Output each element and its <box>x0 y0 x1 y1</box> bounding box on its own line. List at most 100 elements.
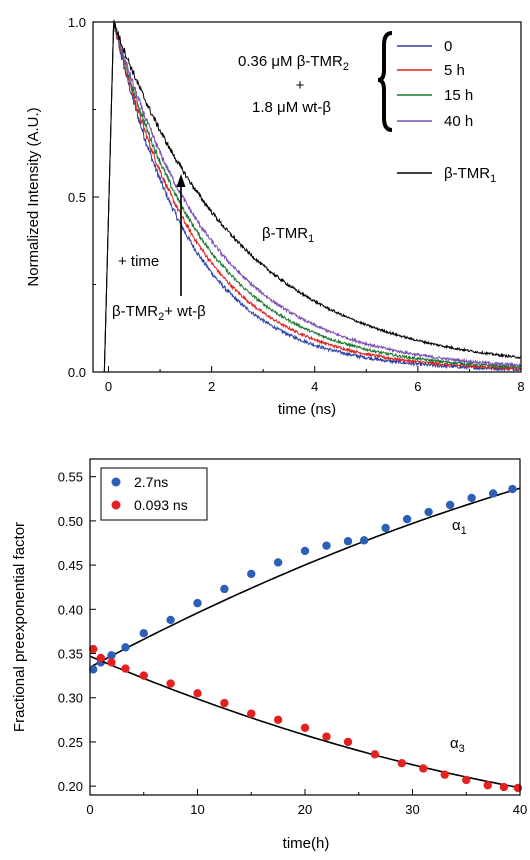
data-point-0 <box>121 643 130 652</box>
data-point-1 <box>247 709 256 718</box>
alpha1-label: α1 <box>452 517 467 537</box>
decay-y-axis-title: Normalized Intensity (A.U.) <box>25 107 42 286</box>
decay-x-tick-label: 2 <box>208 379 215 394</box>
data-point-1 <box>513 783 523 793</box>
alpha3-label: α3 <box>450 735 465 755</box>
preexponential-x-tick-label: 40 <box>513 802 527 817</box>
data-point-0 <box>467 493 476 503</box>
legend-label-0.093ns: 0.093 ns <box>134 497 188 513</box>
legend-marker-2.7ns <box>111 477 121 487</box>
data-point-0 <box>424 507 433 517</box>
decay-series-line-2 <box>93 19 522 373</box>
legend-label-1: 5 h <box>444 62 465 79</box>
preexponential-x-tick-label: 30 <box>405 802 419 817</box>
preexponential-y-tick-label: 0.35 <box>58 647 83 662</box>
decay-series-line-3 <box>93 21 522 373</box>
data-point-0 <box>445 500 455 510</box>
data-point-0 <box>247 569 256 579</box>
preexponential-chart: 0 10 20 30 40 0.20 0.25 0.30 0.35 0.40 0.45 0.50 0.5… <box>11 458 528 852</box>
data-point-0 <box>402 514 412 524</box>
data-point-0 <box>322 541 331 550</box>
data-point-1 <box>121 664 130 673</box>
legend-label-2.7ns: 2.7ns <box>134 474 168 490</box>
preexponential-y-tick-label: 0.45 <box>58 558 83 573</box>
decay-x-tick-label: 4 <box>311 379 318 394</box>
decay-x-tick-label: 8 <box>517 379 524 394</box>
data-point-1 <box>89 644 98 654</box>
preexponential-plot-area <box>89 484 523 793</box>
data-point-1 <box>370 750 380 759</box>
data-point-0 <box>166 615 175 625</box>
decay-y-tick-label: 0.5 <box>68 190 86 205</box>
data-point-0 <box>107 651 116 660</box>
data-point-1 <box>193 689 202 698</box>
data-point-1 <box>440 770 449 779</box>
data-point-0 <box>300 546 310 556</box>
tmr1-curve-label: β-TMR1 <box>262 225 314 245</box>
legend-label-3: 40 h <box>444 113 473 130</box>
data-point-1 <box>462 775 471 785</box>
data-point-1 <box>343 737 353 747</box>
legend-label-0: 0 <box>444 38 452 55</box>
data-point-0 <box>343 537 353 546</box>
svg-text:+: + <box>296 77 305 94</box>
decay-y-tick-label: 1.0 <box>68 15 86 30</box>
fit-curve-0 <box>89 487 521 668</box>
data-point-1 <box>139 671 148 680</box>
data-point-1 <box>499 782 509 792</box>
fit-curve-1 <box>89 655 521 789</box>
legend-brace <box>377 31 393 132</box>
data-point-0 <box>488 489 498 498</box>
data-point-0 <box>220 584 229 594</box>
preexponential-x-tick-label: 0 <box>86 802 93 817</box>
data-point-0 <box>381 523 390 533</box>
data-point-1 <box>273 715 283 725</box>
data-point-1 <box>96 653 105 663</box>
decay-x-tick-label: 6 <box>414 379 421 394</box>
preexponential-y-tick-label: 0.20 <box>58 779 83 794</box>
data-point-0 <box>508 484 517 494</box>
legend-marker-0.093ns <box>111 500 121 510</box>
decay-y-tick-label: 0.0 <box>68 365 86 380</box>
preexponential-y-tick-label: 0.50 <box>58 514 83 529</box>
preexponential-y-tick-label: 0.25 <box>58 735 83 750</box>
decay-series-line-4 <box>93 22 522 373</box>
preexponential-axis-ticks: 0 10 20 30 40 0.20 0.25 0.30 0.35 0.40 0.45 0.50 0.5… <box>58 470 528 817</box>
svg-text:0.36 μM β-TMR2: 0.36 μM β-TMR2 <box>238 53 349 73</box>
legend-label-2: 15 h <box>444 87 473 104</box>
data-point-1 <box>220 698 229 708</box>
preexponential-y-tick-label: 0.30 <box>58 691 83 706</box>
legend-label-4: β-TMR1 <box>444 165 496 185</box>
preexponential-x-tick-label: 20 <box>298 802 312 817</box>
decay-x-tick-label: 0 <box>105 379 112 394</box>
decay-series-line-0 <box>93 20 522 373</box>
data-point-0 <box>193 598 202 608</box>
mixture-label: β-TMR2+ wt-β <box>112 303 206 323</box>
decay-axis-ticks: 0 2 4 6 8 0.0 0.5 1.0 <box>68 15 525 394</box>
legend-box <box>100 467 208 521</box>
preexponential-y-axis-title: Fractional preexponential factor <box>11 522 28 732</box>
data-point-1 <box>419 764 428 773</box>
time-arrow <box>176 174 186 296</box>
time-label: + time <box>118 253 159 270</box>
preexponential-x-axis-title: time(h) <box>283 835 330 852</box>
decay-series-line-1 <box>93 20 522 373</box>
data-point-0 <box>89 665 98 674</box>
decay-plot-area <box>93 19 522 373</box>
decay-legend: 0 5 h 15 h 40 h β-TMR1 <box>397 38 496 185</box>
data-point-1 <box>166 679 175 688</box>
preexponential-x-tick-label: 10 <box>190 802 204 817</box>
preexponential-y-tick-label: 0.40 <box>58 602 83 617</box>
decay-chart: 0 2 4 6 8 0.0 0.5 1.0 time (ns) Normalized Inte… <box>25 15 525 418</box>
data-point-1 <box>397 758 406 768</box>
preexponential-legend: 2.7ns 0.093 ns <box>100 467 208 521</box>
data-point-0 <box>139 628 148 638</box>
data-point-1 <box>300 723 310 732</box>
data-point-1 <box>483 781 492 790</box>
data-point-0 <box>273 558 283 567</box>
data-point-1 <box>322 732 331 741</box>
data-point-0 <box>359 536 369 545</box>
data-point-1 <box>107 658 116 667</box>
svg-text:1.8 μM wt-β: 1.8 μM wt-β <box>252 99 331 116</box>
